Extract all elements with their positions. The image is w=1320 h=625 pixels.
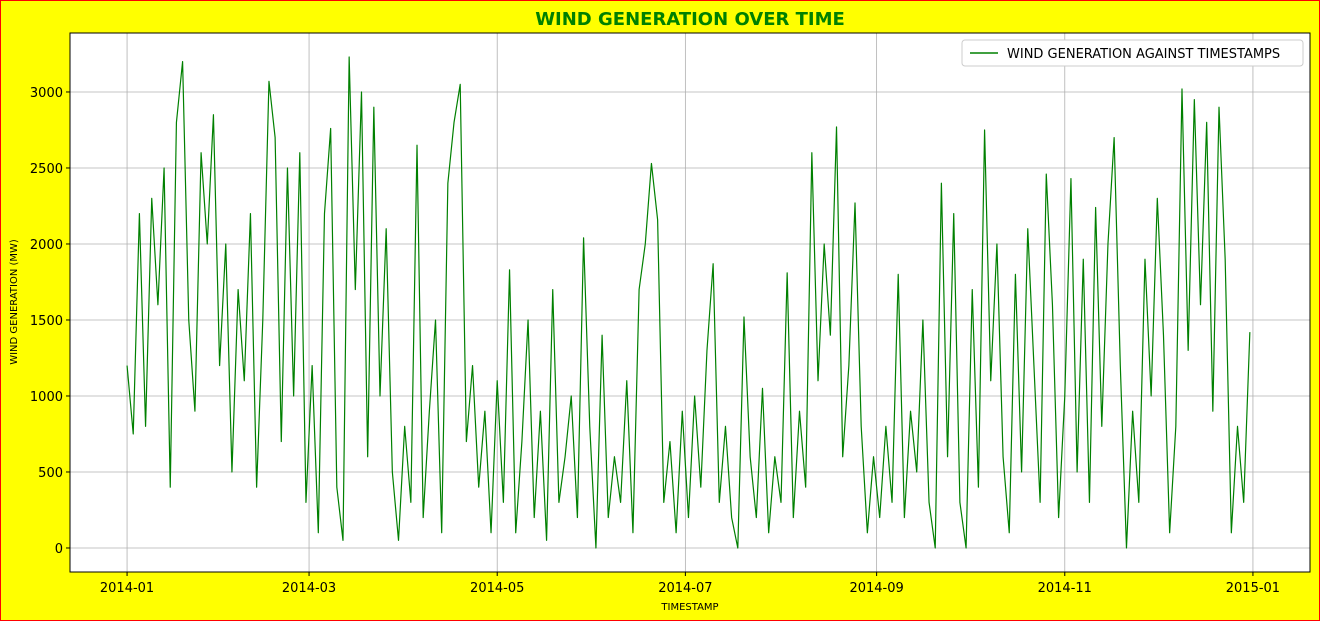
x-tick-label: 2015-01 (1226, 581, 1280, 596)
chart-title: WIND GENERATION OVER TIME (535, 9, 845, 30)
legend-label: WIND GENERATION AGAINST TIMESTAMPS (1007, 47, 1280, 62)
y-tick-label: 0 (55, 542, 63, 557)
y-tick-label: 3000 (30, 86, 63, 101)
y-tick-label: 500 (38, 466, 63, 481)
x-tick-label: 2014-11 (1038, 581, 1092, 596)
x-tick-label: 2014-03 (282, 581, 336, 596)
y-tick-label: 2000 (30, 238, 63, 253)
plot-frame (69, 32, 1311, 573)
y-tick-label: 1500 (30, 314, 63, 329)
y-tick-label: 1000 (30, 390, 63, 405)
x-tick-label: 2014-01 (100, 581, 154, 596)
line-series (126, 56, 1251, 549)
marks: 0 500 1000 1500 2000 2500 3000 2014-01 2014-03 20… (30, 56, 1280, 596)
y-axis-label: WIND GENERATION (MW) (9, 239, 20, 365)
x-tick-label: 2014-05 (470, 581, 524, 596)
x-tick-label: 2014-07 (658, 581, 712, 596)
legend-box (961, 39, 1304, 67)
x-axis-label: TIMESTAMP (660, 602, 718, 613)
x-tick-label: 2014-09 (849, 581, 903, 596)
legend: WIND GENERATION AGAINST TIMESTAMPS (961, 39, 1304, 67)
y-tick-label: 2500 (30, 162, 63, 177)
